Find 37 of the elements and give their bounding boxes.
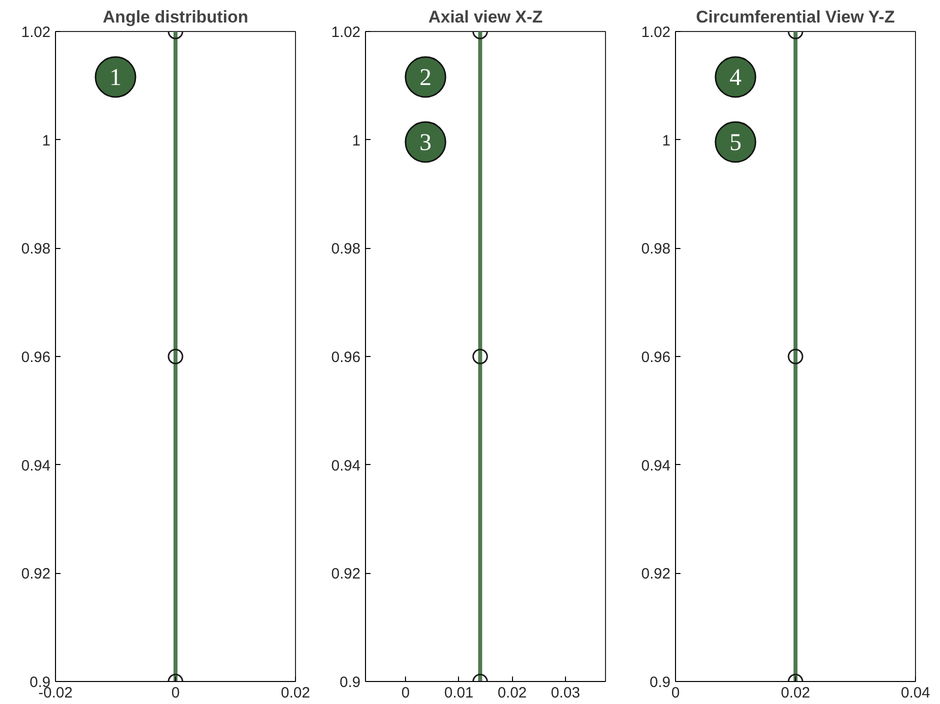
y-tick-label: 0.94 bbox=[331, 457, 361, 474]
y-tick-label: 1 bbox=[352, 132, 360, 150]
y-tick-label: 0.94 bbox=[641, 457, 671, 474]
y-tick-label: 0.98 bbox=[21, 240, 51, 258]
y-tick-label: 0.98 bbox=[641, 240, 671, 258]
y-tick-label: 0.92 bbox=[331, 566, 361, 583]
chart-title: Circumferential View Y-Z bbox=[696, 8, 895, 26]
annotation: 4 bbox=[730, 65, 742, 91]
y-tick-label: 1 bbox=[662, 132, 670, 150]
y-tick-label: 0.9 bbox=[340, 674, 361, 691]
y-tick-label: 0.92 bbox=[641, 566, 671, 583]
y-tick-label: 1.02 bbox=[641, 24, 671, 41]
y-tick-label: 0.96 bbox=[331, 349, 361, 366]
x-tick-label: 0 bbox=[171, 684, 180, 702]
annotation: 2 bbox=[420, 65, 432, 91]
x-tick-label: 0 bbox=[671, 684, 680, 702]
y-tick-label: 1.02 bbox=[331, 24, 361, 41]
x-tick-label: 0.02 bbox=[780, 684, 810, 702]
y-tick-label: 1 bbox=[42, 132, 50, 150]
y-tick-label: 0.9 bbox=[650, 674, 671, 691]
chart-title: Angle distribution bbox=[102, 8, 248, 26]
x-tick-label: 0.03 bbox=[550, 684, 580, 702]
annotation: 3 bbox=[420, 130, 432, 156]
x-tick-label: 0 bbox=[401, 684, 410, 702]
x-tick-label: 0.02 bbox=[498, 684, 527, 702]
annotation: 5 bbox=[730, 130, 742, 156]
y-tick-label: 0.92 bbox=[21, 566, 51, 583]
y-tick-label: 0.96 bbox=[21, 349, 51, 366]
chart-title: Axial view X-Z bbox=[428, 8, 543, 26]
x-tick-label: 0.04 bbox=[900, 684, 930, 702]
annotation: 1 bbox=[110, 65, 122, 91]
y-tick-label: 0.96 bbox=[641, 349, 671, 366]
y-tick-label: 1.02 bbox=[21, 24, 51, 41]
x-tick-label: 0.01 bbox=[444, 684, 474, 702]
y-tick-label: 0.94 bbox=[21, 457, 51, 474]
y-tick-label: 0.98 bbox=[331, 240, 361, 258]
x-tick-label: 0.02 bbox=[280, 684, 310, 702]
